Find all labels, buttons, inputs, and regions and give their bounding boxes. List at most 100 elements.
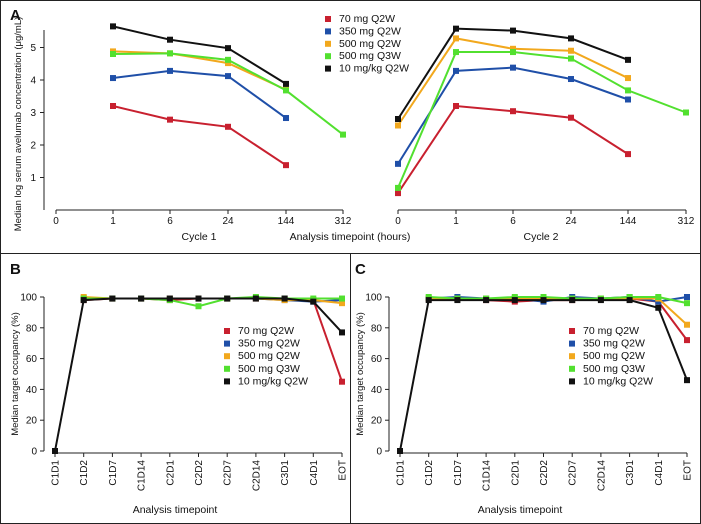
series-line-a-cycle-1-350-mg-q2w [112,69,287,119]
data-point-c-10-mg-kg-q2w-c2d14 [597,297,604,304]
series-line-b-70-mg-q2w [83,297,343,383]
data-point-a-cycle-2-500-mg-q2w-144 [625,75,631,82]
x-tick-label-b-c3d1: C3D1 [280,460,291,486]
y-tick-label-c-0: 0 [376,447,382,458]
legend-swatch-500-mg-q3w [569,365,575,372]
data-point-a-cycle-1-500-mg-q3w-312 [340,131,346,138]
data-point-a-cycle-2-500-mg-q2w-6 [510,45,516,52]
legend-label-350-mg-q2w: 350 mg Q2W [339,25,401,37]
data-point-c-350-mg-q2w-eot [684,294,690,300]
data-point-c-500-mg-q3w-c2d1 [511,294,518,300]
legend-label-500-mg-q2w: 500 mg Q2W [583,350,645,362]
y-tick-label-a-5: 5 [30,43,36,54]
x-tick-label-c-c1d7: C1D7 [453,460,464,486]
panel-label-b: B [10,261,21,278]
data-point-c-10-mg-kg-q2w-c2d1 [511,297,518,304]
x-tick-label-b-eot: EOT [338,460,349,481]
data-point-b-10-mg-kg-q2w-c2d1 [166,295,173,302]
y-tick-label-c-20: 20 [371,416,383,427]
data-point-a-cycle-2-70-mg-q2w-0 [395,190,401,197]
x-tick-label-c-eot: EOT [683,460,694,481]
series-line-a-cycle-2-70-mg-q2w [397,104,629,194]
data-point-b-10-mg-kg-q2w-c1d7 [109,295,116,302]
data-point-b-500-mg-q3w-c2d2 [195,303,202,310]
series-line-a-cycle-1-10-mg-kg-q2w [112,25,287,85]
data-point-c-500-mg-q3w-c1d2 [425,294,432,300]
legend-swatch-70-mg-q2w [224,328,230,334]
data-point-b-70-mg-q2w-eot [339,378,345,385]
x-tick-label-c-c2d1: C2D1 [510,460,521,486]
data-point-c-10-mg-kg-q2w-c2d7 [569,297,576,304]
data-point-a-cycle-2-70-mg-q2w-144 [625,151,631,158]
legend-swatch-500-mg-q2w [325,40,331,47]
data-point-a-cycle-2-70-mg-q2w-1 [453,103,459,109]
y-tick-label-b-40: 40 [26,385,38,396]
x-tick-label-a-1-24: 24 [222,216,234,227]
legend-label-10-mg-kg-q2w: 10 mg/kg Q2W [339,63,409,75]
y-tick-label-c-60: 60 [371,354,383,365]
y-tick-label-b-80: 80 [26,323,38,334]
x-tick-label-b-c1d7: C1D7 [108,460,119,486]
data-point-b-500-mg-q3w-c4d1 [310,295,317,302]
data-point-a-cycle-2-500-mg-q3w-312 [683,109,689,116]
x-axis-title-c: Analysis timepoint [478,504,563,516]
data-point-a-cycle-1-10-mg-kg-q2w-6 [167,36,173,43]
legend-label-500-mg-q3w: 500 mg Q3W [339,50,401,62]
series-line-c-500-mg-q2w [428,297,688,326]
data-point-a-cycle-2-350-mg-q2w-0 [395,160,401,167]
data-point-a-cycle-2-500-mg-q3w-1 [453,49,459,56]
legend-swatch-500-mg-q2w [224,353,230,360]
data-point-a-cycle-2-350-mg-q2w-144 [625,96,631,103]
data-point-a-cycle-2-500-mg-q3w-144 [625,87,631,94]
legend-label-70-mg-q2w: 70 mg Q2W [583,325,639,337]
panel-label-a: A [10,7,21,24]
x-tick-label-c-c1d14: C1D14 [482,460,493,492]
x-tick-label-c-c2d7: C2D7 [568,460,579,486]
y-axis-title-a: Median log serum avelumab concentration … [13,17,24,232]
data-point-a-cycle-2-10-mg-kg-q2w-6 [510,27,516,34]
legend-label-500-mg-q3w: 500 mg Q3W [238,363,300,375]
y-axis-title-c: Median target occupancy (%) [355,312,366,436]
x-tick-label-a-1-6: 6 [167,216,173,227]
data-point-a-cycle-2-350-mg-q2w-24 [568,76,574,83]
y-axis-title-b: Median target occupancy (%) [10,312,21,436]
x-tick-label-c-c2d2: C2D2 [539,460,550,486]
x-tick-label-a-2-6: 6 [510,216,516,227]
y-tick-label-c-40: 40 [371,385,383,396]
legend-label-70-mg-q2w: 70 mg Q2W [238,325,294,337]
data-point-c-10-mg-kg-q2w-c3d1 [626,297,633,304]
x-tick-label-c-c2d14: C2D14 [596,460,607,492]
data-point-a-cycle-1-500-mg-q2w-24 [225,60,231,67]
legend-swatch-70-mg-q2w [569,328,575,334]
data-point-a-cycle-1-500-mg-q3w-1 [110,51,116,57]
x-tick-label-a-1-312: 312 [335,216,352,227]
group-label-cycle-1: Cycle 1 [181,231,216,243]
data-point-a-cycle-1-10-mg-kg-q2w-1 [110,23,116,30]
data-point-a-cycle-1-500-mg-q3w-6 [167,50,173,57]
x-tick-label-b-c2d1: C2D1 [165,460,176,486]
data-point-a-cycle-1-350-mg-q2w-144 [283,115,289,122]
x-tick-label-b-c4d1: C4D1 [309,460,320,486]
data-point-c-10-mg-kg-q2w-c1d2 [425,297,432,304]
legend-swatch-350-mg-q2w [224,340,230,347]
x-tick-label-a-1-0: 0 [53,216,59,227]
data-point-c-10-mg-kg-q2w-c1d1 [397,448,403,454]
data-point-c-500-mg-q3w-c4d1 [655,294,662,300]
y-tick-label-c-80: 80 [371,323,383,334]
y-tick-label-b-60: 60 [26,354,38,365]
legend-swatch-500-mg-q3w [224,365,230,372]
data-point-a-cycle-1-70-mg-q2w-24 [225,123,231,130]
data-point-b-10-mg-kg-q2w-c4d1 [310,298,317,305]
data-point-c-10-mg-kg-q2w-c4d1 [655,304,662,311]
x-tick-label-a-2-24: 24 [565,216,577,227]
data-point-b-10-mg-kg-q2w-c2d2 [195,295,202,302]
data-point-a-cycle-1-70-mg-q2w-6 [167,116,173,123]
legend-swatch-350-mg-q2w [569,340,575,347]
x-tick-label-a-1-144: 144 [278,216,295,227]
y-tick-label-a-4: 4 [30,76,36,87]
data-point-b-10-mg-kg-q2w-c2d7 [224,295,231,302]
data-point-c-10-mg-kg-q2w-c1d14 [483,297,490,304]
x-tick-label-b-c1d2: C1D2 [79,460,90,486]
data-point-b-10-mg-kg-q2w-c1d2 [80,297,87,304]
y-tick-label-a-1: 1 [30,173,36,184]
